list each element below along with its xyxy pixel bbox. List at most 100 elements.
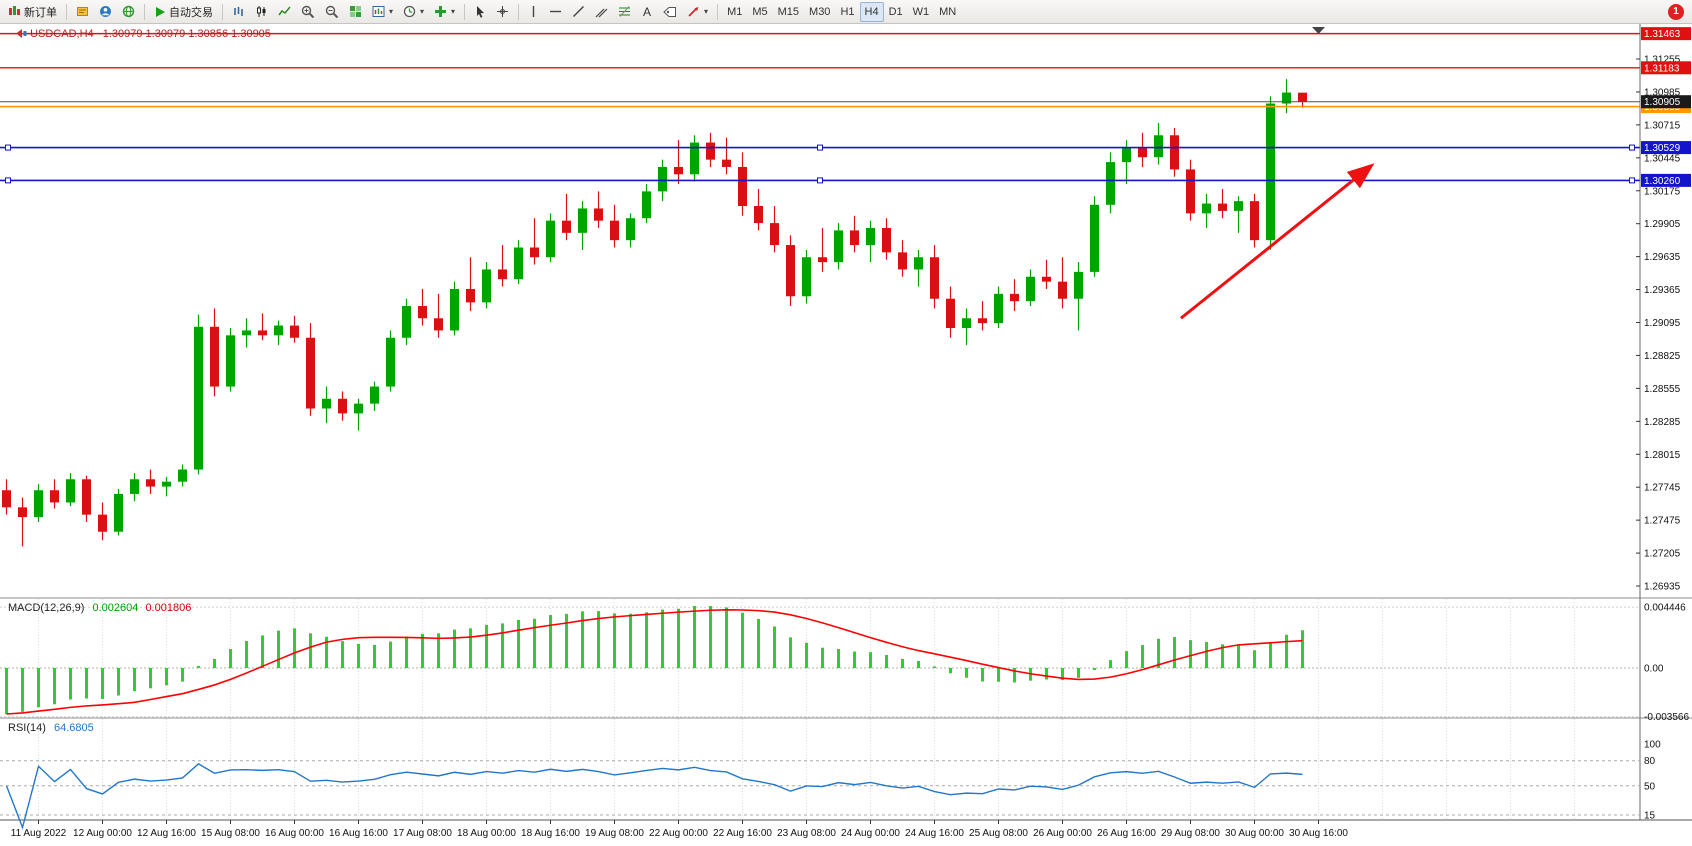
svg-text:17 Aug 08:00: 17 Aug 08:00 bbox=[393, 828, 452, 839]
metaeditor-button[interactable] bbox=[71, 2, 94, 22]
line-chart-icon bbox=[278, 6, 291, 16]
svg-text:1.30529: 1.30529 bbox=[1644, 143, 1681, 154]
svg-text:1.28555: 1.28555 bbox=[1644, 384, 1681, 395]
crosshair-icon bbox=[497, 6, 509, 17]
svg-text:1.30715: 1.30715 bbox=[1644, 120, 1681, 131]
arrow-tool-icon bbox=[688, 6, 699, 17]
svg-text:1.28825: 1.28825 bbox=[1644, 351, 1681, 362]
channel-tool-button[interactable] bbox=[590, 2, 613, 22]
vertical-line-icon bbox=[532, 6, 535, 17]
tile-windows-button[interactable] bbox=[344, 2, 367, 22]
main-toolbar: 新订单 自动交易 bbox=[0, 0, 1692, 24]
label-tool-button[interactable] bbox=[658, 2, 682, 22]
cursor-icon bbox=[477, 6, 485, 18]
fibonacci-tool-button[interactable] bbox=[613, 2, 636, 22]
svg-text:16 Aug 16:00: 16 Aug 16:00 bbox=[329, 828, 388, 839]
timeframe-button-h4[interactable]: H4 bbox=[859, 1, 884, 22]
community-icon bbox=[100, 6, 111, 17]
date-axis[interactable]: 11 Aug 2022 12 Aug 00:00 12 Aug 16:00 15 Au… bbox=[11, 820, 1349, 839]
bar-chart-mode-button[interactable] bbox=[227, 2, 250, 22]
timeframe-button-mn[interactable]: MN bbox=[934, 2, 961, 22]
trendline-tool-button[interactable] bbox=[567, 2, 590, 22]
zoom-in-icon bbox=[301, 5, 315, 18]
svg-text:1.30445: 1.30445 bbox=[1644, 153, 1681, 164]
chevron-down-icon: ▾ bbox=[389, 7, 394, 16]
community-button[interactable] bbox=[94, 2, 117, 22]
svg-text:1.31463: 1.31463 bbox=[1644, 29, 1681, 40]
timeframe-button-m1[interactable]: M1 bbox=[722, 2, 747, 22]
price-scale[interactable]: 1.31255 1.30985 1.30715 1.30445 1.30175 1.299… bbox=[1636, 27, 1691, 593]
svg-text:23 Aug 08:00: 23 Aug 08:00 bbox=[777, 828, 836, 839]
svg-text:1.31183: 1.31183 bbox=[1644, 63, 1680, 74]
new-chart-button[interactable]: ▾ bbox=[367, 2, 398, 22]
metaeditor-icon bbox=[77, 7, 88, 16]
bar-chart-icon bbox=[234, 7, 243, 16]
svg-text:29 Aug 08:00: 29 Aug 08:00 bbox=[1161, 828, 1220, 839]
svg-text:1.27205: 1.27205 bbox=[1644, 549, 1681, 560]
crosshair-button[interactable] bbox=[491, 2, 514, 22]
new-order-button[interactable]: 新订单 bbox=[3, 2, 62, 22]
chart-shift-marker-icon[interactable] bbox=[1312, 27, 1325, 34]
candlestick-mode-button[interactable] bbox=[250, 2, 273, 22]
macd-histogram bbox=[5, 606, 1304, 714]
timeframe-button-w1[interactable]: W1 bbox=[908, 2, 935, 22]
price-line-support-upper[interactable] bbox=[0, 144, 1640, 151]
horizontal-line-tool-button[interactable] bbox=[544, 2, 567, 22]
line-chart-mode-button[interactable] bbox=[273, 2, 296, 22]
svg-text:0.00: 0.00 bbox=[1644, 663, 1664, 674]
svg-text:1.30905: 1.30905 bbox=[1644, 97, 1681, 108]
svg-text:12 Aug 00:00: 12 Aug 00:00 bbox=[73, 828, 132, 839]
svg-text:16 Aug 00:00: 16 Aug 00:00 bbox=[265, 828, 324, 839]
macd-levels: 0.004446 0.00 -0.003566 bbox=[0, 603, 1689, 723]
label-tag-icon bbox=[663, 6, 677, 17]
toolbar-separator bbox=[717, 3, 719, 20]
timeframe-button-h1[interactable]: H1 bbox=[835, 2, 859, 22]
chevron-down-icon: ▾ bbox=[704, 7, 709, 16]
timeframe-button-m5[interactable]: M5 bbox=[747, 2, 772, 22]
svg-text:26 Aug 00:00: 26 Aug 00:00 bbox=[1033, 828, 1092, 839]
indicators-button[interactable]: ▾ bbox=[429, 2, 460, 22]
svg-text:100: 100 bbox=[1644, 740, 1661, 751]
zoom-out-button[interactable] bbox=[320, 2, 344, 22]
autotrading-button[interactable]: 自动交易 bbox=[149, 2, 218, 22]
autotrading-label: 自动交易 bbox=[169, 6, 213, 19]
chevron-down-icon: ▾ bbox=[420, 7, 425, 16]
horizontal-line-icon bbox=[550, 10, 562, 13]
zoom-out-icon bbox=[325, 5, 339, 18]
timeframe-button-m15[interactable]: M15 bbox=[773, 2, 804, 22]
svg-text:30 Aug 16:00: 30 Aug 16:00 bbox=[1289, 828, 1348, 839]
candles bbox=[2, 79, 1307, 547]
chart-canvas[interactable]: 1.31255 1.30985 1.30715 1.30445 1.30175 1.299… bbox=[0, 24, 1692, 846]
zoom-in-button[interactable] bbox=[296, 2, 320, 22]
toolbar-separator bbox=[518, 3, 520, 20]
price-line-support-lower[interactable] bbox=[0, 177, 1640, 184]
text-tool-button[interactable]: A bbox=[636, 2, 658, 22]
rsi-line bbox=[5, 762, 1303, 830]
rsi-levels: 100 80 50 15 bbox=[0, 740, 1661, 821]
svg-text:1.27475: 1.27475 bbox=[1644, 516, 1681, 527]
timeframe-button-m30[interactable]: M30 bbox=[804, 2, 835, 22]
svg-text:0.004446: 0.004446 bbox=[1644, 603, 1686, 614]
svg-text:1.28015: 1.28015 bbox=[1644, 450, 1681, 461]
svg-text:1.29905: 1.29905 bbox=[1644, 219, 1681, 230]
svg-text:15: 15 bbox=[1644, 810, 1656, 821]
svg-text:1.26935: 1.26935 bbox=[1644, 582, 1681, 593]
macd-signal-line bbox=[6, 609, 1303, 715]
chart-profiles-button[interactable]: ▾ bbox=[398, 2, 429, 22]
notification-badge[interactable]: 1 bbox=[1668, 3, 1684, 20]
channel-icon bbox=[595, 8, 608, 18]
timeframe-button-d1[interactable]: D1 bbox=[884, 2, 908, 22]
arrows-tool-button[interactable]: ▾ bbox=[682, 2, 713, 22]
svg-text:22 Aug 16:00: 22 Aug 16:00 bbox=[713, 828, 772, 839]
svg-text:A: A bbox=[643, 5, 651, 18]
cursor-button[interactable] bbox=[469, 2, 491, 22]
svg-text:22 Aug 00:00: 22 Aug 00:00 bbox=[649, 828, 708, 839]
timeframe-group: M1 M5 M15 M30 H1 H4 D1 W1 MN bbox=[722, 1, 961, 22]
vertical-line-tool-button[interactable] bbox=[523, 2, 544, 22]
svg-text:24 Aug 16:00: 24 Aug 16:00 bbox=[905, 828, 964, 839]
svg-text:1.30175: 1.30175 bbox=[1644, 186, 1681, 197]
trendline-icon bbox=[573, 6, 585, 17]
mql5-globe-button[interactable] bbox=[117, 2, 140, 22]
trend-arrow[interactable] bbox=[1179, 163, 1375, 320]
svg-text:15 Aug 08:00: 15 Aug 08:00 bbox=[201, 828, 260, 839]
